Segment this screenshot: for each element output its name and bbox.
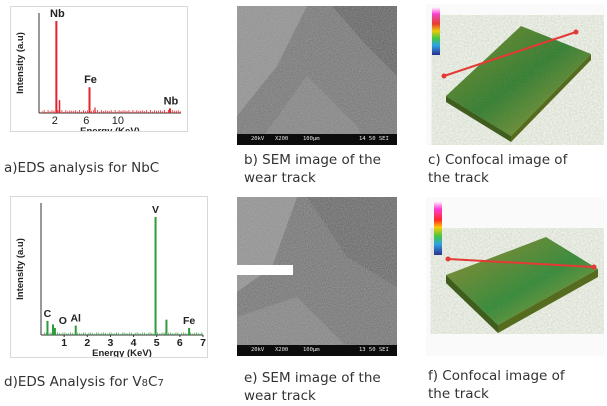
sem-time-b: 14 50 SEI	[359, 136, 389, 142]
x-tick-label-d: 4	[131, 337, 137, 349]
x-tick-label-a: 10	[112, 115, 124, 127]
sem-kv-b: 20kV	[251, 136, 265, 142]
sem-image-e: 20kV X200 100µm 13 50 SEI	[237, 197, 397, 356]
caption-c-line1: c) Confocal image of	[428, 152, 568, 168]
peak-label-d: C	[44, 308, 52, 320]
peak-label-a: Nb	[50, 8, 65, 20]
x-tick-label-a: 6	[83, 115, 89, 127]
caption-b-line2: wear track	[244, 170, 316, 186]
confocal-3d-f	[434, 201, 598, 333]
caption-d-text: d)EDS Analysis for V	[4, 374, 142, 390]
caption-f-line1: f) Confocal image of	[428, 368, 565, 384]
caption-a: a)EDS analysis for NbC	[4, 160, 160, 176]
peak-label-a: Fe	[84, 74, 97, 86]
sem-mag-b: X200	[275, 136, 289, 142]
x-axis-label-d: Energy (KeV)	[92, 348, 152, 357]
x-tick-label-a: 2	[52, 115, 58, 127]
confocal-image-c	[426, 4, 604, 145]
peak-label-a: Nb	[164, 95, 179, 107]
caption-d-mid: C	[148, 374, 158, 390]
x-tick-label-d: 2	[84, 337, 90, 349]
x-tick-label-d: 1	[61, 337, 67, 349]
caption-b-line1: b) SEM image of the	[244, 152, 381, 168]
caption-d: d)EDS Analysis for V8C7	[4, 374, 164, 392]
caption-f-line2: the track	[428, 386, 489, 402]
peak-label-d: V	[152, 204, 159, 216]
caption-d-sub1: 8	[141, 378, 148, 389]
y-axis-label-d: Intensity (a.u)	[15, 238, 26, 300]
peak-label-d: Al	[70, 313, 81, 325]
caption-d-sub2: 7	[157, 378, 164, 389]
peak-label-d: O	[59, 315, 67, 327]
x-tick-label-d: 3	[108, 337, 114, 349]
sem-time-e: 13 50 SEI	[359, 347, 389, 353]
sem-scale-b: 100µm	[303, 136, 320, 142]
sem-info-bar-b: 20kV X200 100µm 14 50 SEI	[237, 134, 397, 145]
x-axis-label-a: Energy (KeV)	[80, 126, 140, 131]
sem-scale-e: 100µm	[303, 347, 320, 353]
sem-info-bar-e: 20kV X200 100µm 13 50 SEI	[237, 345, 397, 356]
sem-kv-e: 20kV	[251, 347, 265, 353]
eds-chart-v8c7: 1 2 3 4 5 6 7 C O Al V Fe Energy (KeV) Intensity (a.u…	[10, 196, 208, 358]
eds-chart-v8c7-svg: 1 2 3 4 5 6 7 CO Al V Fe Energy (KeV) Intensity (a.u…	[15, 203, 206, 357]
y-axis-label-a: Intensity (a.u)	[15, 32, 26, 94]
x-tick-label-d: 5	[154, 337, 160, 349]
x-tick-label-d: 7	[200, 337, 206, 349]
eds-chart-nbc-svg: 2 6 10 Nb Fe Nb Energy (KeV) Intensity (a.u)	[15, 8, 181, 131]
caption-c-line2: the track	[428, 170, 489, 186]
caption-e-line1: e) SEM image of the	[244, 370, 381, 386]
sem-texture-e	[237, 197, 397, 356]
sem-mag-e: X200	[275, 347, 289, 353]
confocal-image-f	[426, 197, 604, 356]
peak-label-d: Fe	[183, 315, 195, 327]
caption-e-line2: wear track	[244, 388, 316, 404]
eds-chart-nbc: 2 6 10 Nb Fe Nb Energy (KeV) Intensity (a.u)	[10, 6, 188, 132]
sem-image-b: 20kV X200 100µm 14 50 SEI	[237, 6, 397, 145]
x-tick-label-d: 6	[177, 337, 183, 349]
confocal-3d-c	[432, 7, 591, 142]
sem-texture-b	[237, 6, 397, 145]
